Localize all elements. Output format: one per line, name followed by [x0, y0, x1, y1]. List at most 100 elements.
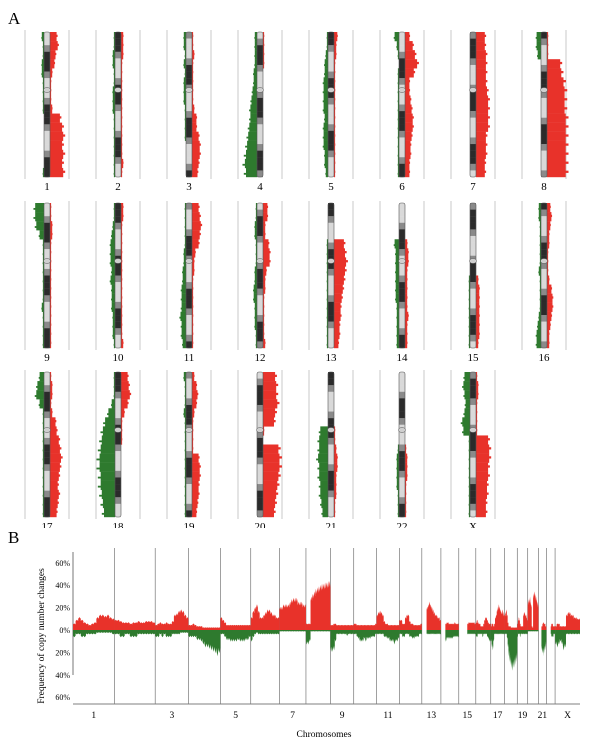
gain-area-chr-17 — [490, 604, 505, 630]
ideogram-band — [115, 32, 121, 39]
ideogram-band — [44, 78, 50, 85]
ideogram-band — [399, 288, 405, 296]
gain-spike — [334, 125, 336, 128]
gain-spike — [547, 278, 550, 281]
chromosome-label-22: 22 — [397, 521, 408, 528]
loss-bar — [536, 41, 541, 51]
chromosome-16: 16 — [521, 201, 567, 364]
centromere — [469, 87, 477, 93]
loss-bar — [42, 266, 44, 276]
gain-spike — [476, 501, 488, 504]
loss-spike — [539, 244, 541, 247]
loss-spike — [322, 91, 328, 94]
gain-spike — [405, 447, 407, 450]
gain-spike — [476, 98, 490, 101]
loss-spike — [36, 386, 44, 388]
loss-spike — [42, 172, 44, 175]
x-tick-label-19: 19 — [518, 711, 528, 721]
ideogram-band — [328, 150, 334, 158]
loss-bar — [184, 480, 186, 491]
loss-spike — [99, 440, 115, 443]
loss-spike — [112, 316, 115, 319]
gain-spike — [334, 456, 338, 459]
chromosome-9: 9 — [24, 201, 70, 364]
loss-spike — [184, 449, 186, 452]
loss-spike — [324, 64, 328, 66]
loss-bar — [181, 320, 186, 331]
loss-area-chr-19 — [517, 630, 528, 638]
loss-spike — [183, 253, 186, 256]
ideogram-band — [470, 124, 476, 132]
ideogram-band — [44, 150, 50, 158]
loss-bar — [254, 302, 257, 312]
loss-spike — [326, 289, 328, 292]
loss-spike — [468, 440, 470, 443]
ideogram-band — [470, 295, 476, 303]
loss-bar — [184, 113, 186, 123]
gain-spike — [50, 152, 66, 155]
loss-spike — [468, 512, 470, 515]
ideogram-band — [470, 203, 476, 210]
y-tick-label: 60% — [55, 693, 70, 702]
ideogram-band — [44, 111, 50, 118]
y-axis-label: Frequency of copy number changes — [36, 568, 47, 704]
loss-bar — [113, 149, 115, 160]
gain-spike — [50, 278, 52, 281]
loss-bar — [397, 444, 399, 454]
ideogram-band — [399, 444, 405, 452]
ideogram-band — [470, 321, 476, 329]
ideogram-band — [399, 130, 405, 138]
loss-spike — [34, 395, 44, 397]
loss-bar — [110, 248, 115, 258]
loss-bar — [104, 507, 115, 518]
ideogram-band — [328, 457, 334, 465]
loss-bar — [397, 104, 399, 114]
chromosome-label-4: 4 — [257, 181, 263, 193]
loss-bar — [108, 408, 115, 418]
ideogram-band — [115, 91, 121, 99]
gain-spike — [334, 134, 336, 137]
ideogram-band — [399, 32, 405, 39]
loss-bar — [319, 444, 328, 454]
ideogram-band — [257, 275, 263, 283]
centromere — [398, 87, 406, 93]
loss-bar — [182, 266, 186, 276]
gain-spike — [334, 332, 341, 335]
loss-bar — [326, 293, 328, 303]
gain-spike — [405, 170, 411, 173]
gain-spike — [121, 70, 123, 74]
ideogram-band — [399, 497, 405, 505]
gain-spike — [476, 510, 488, 513]
gain-spike — [263, 269, 267, 272]
ideogram-band — [541, 288, 547, 296]
ideogram-band — [115, 288, 121, 296]
ideogram-outline — [540, 31, 548, 178]
loss-bar — [110, 239, 115, 249]
ideogram-band — [44, 295, 50, 303]
gain-spike — [334, 510, 336, 513]
loss-bar — [112, 311, 115, 322]
gain-spike — [547, 241, 550, 245]
loss-area-chr-5 — [220, 630, 251, 642]
gain-spike — [50, 332, 52, 335]
ideogram-band — [115, 71, 121, 79]
loss-bar — [112, 86, 115, 96]
ideogram-band — [186, 58, 192, 66]
ideogram-band — [257, 444, 263, 452]
ideogram-band — [399, 490, 405, 498]
ideogram-band — [186, 334, 192, 342]
ideogram-band — [541, 308, 547, 316]
loss-spike — [96, 467, 115, 470]
ideogram-band — [399, 137, 405, 145]
gain-spike — [405, 125, 414, 128]
loss-bar — [39, 230, 44, 240]
ideogram-band — [186, 385, 192, 392]
loss-spike — [184, 440, 186, 443]
ideogram-band — [115, 497, 121, 505]
ideogram-outline — [398, 31, 406, 178]
loss-bar — [42, 293, 44, 303]
gain-spike — [405, 483, 407, 486]
ideogram-outline — [327, 371, 335, 518]
loss-bar — [255, 329, 257, 340]
ideogram-band — [470, 235, 476, 243]
